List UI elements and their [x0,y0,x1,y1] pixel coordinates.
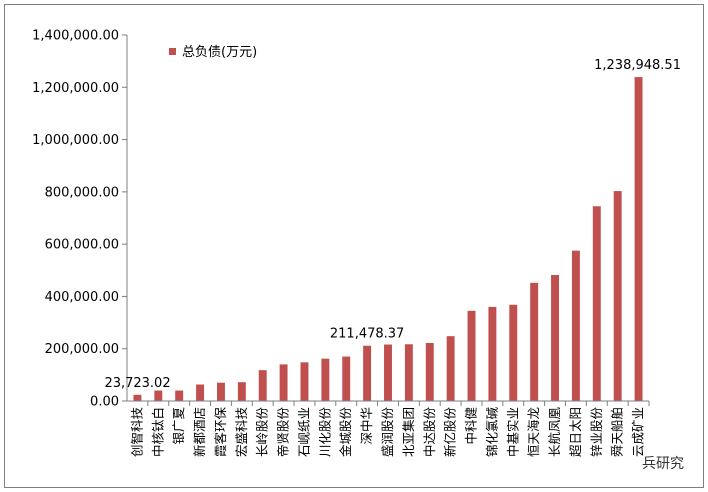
chart-frame: 0.00 200,000.00 400,000.00 600,000.00 800,00… [4,4,704,488]
bar [237,382,246,401]
legend-swatch [169,48,176,55]
bar [133,394,142,401]
x-axis: 创智科技 中核钛白 银广夏 新都酒店 霞客环保 宏盛科技 长岭股份 帝贤股份 石岘纸业 川化股份金… [127,400,650,458]
y-tick-label: 0.00 [90,395,119,410]
data-label: 211,478.37 [330,327,404,342]
y-tick-label: 1,400,000.00 [32,29,119,44]
x-tick-label: 云成矿业 [631,407,646,457]
x-tick-label: 超日太阳 [568,407,583,457]
x-tick-label: 锌业股份 [589,407,604,458]
y-axis: 0.00 200,000.00 400,000.00 600,000.00 800,00… [32,29,128,410]
x-tick-label: 锦化氯碱 [484,407,499,458]
bar [551,274,559,401]
bar [154,390,163,401]
x-tick-label: 盛润股份 [380,407,395,458]
bar [613,191,622,401]
y-tick-label: 600,000.00 [45,238,119,253]
bar [467,310,476,401]
bar [530,282,539,401]
legend: 总负债(万元) [169,45,257,60]
x-tick-label: 中达股份 [422,407,437,458]
data-labels: 23,723.02 211,478.37 1,238,948.51 [104,58,681,391]
bar [342,356,351,401]
y-tick-label: 800,000.00 [45,185,119,200]
bar [446,336,455,401]
x-tick-label: 霞客环保 [213,407,228,458]
x-tick-label: 银广夏 [171,407,186,445]
bar [258,370,267,401]
x-tick-label: 宏盛科技 [234,407,249,458]
bar [571,250,580,401]
x-tick-label: 北亚集团 [401,407,416,457]
bar [363,345,372,401]
y-tick-label: 200,000.00 [45,342,119,357]
x-tick-label: 长岭股份 [255,407,270,458]
bar [196,384,205,401]
x-tick-label: 长航凤凰 [547,407,562,458]
bar [425,342,434,401]
x-tick-label: 川化股份 [317,407,332,458]
x-tick-label: 新都酒店 [192,407,207,457]
y-tick-label: 1,000,000.00 [32,133,119,148]
x-tick-label: 中基实业 [505,407,520,457]
y-tick-label: 1,200,000.00 [32,81,119,96]
bars [133,77,643,401]
legend-label: 总负债(万元) [182,45,257,60]
x-tick-label: 新亿股份 [443,407,458,458]
bar [634,77,643,401]
data-label: 23,723.02 [104,376,170,391]
data-label: 1,238,948.51 [594,58,681,73]
bar-chart: 0.00 200,000.00 400,000.00 600,000.00 800,00… [32,29,684,473]
bar [592,206,601,401]
bar [300,362,309,401]
bar [321,358,330,401]
bar [279,364,288,401]
x-tick-label: 创智科技 [129,407,144,458]
y-tick-label: 400,000.00 [45,290,119,305]
x-tick-label: 恒天海龙 [526,407,541,457]
bar [384,344,392,401]
x-tick-label: 金城股份 [338,407,353,458]
bar [488,306,497,401]
bar [175,390,184,401]
x-tick-label: 石岘纸业 [296,407,311,457]
x-tick-label: 帝贤股份 [276,407,291,458]
x-tick-label: 中科健 [464,407,479,445]
bar [509,304,518,401]
x-tick-label: 中核钛白 [150,407,165,457]
watermark-text: 兵研究 [642,456,684,472]
bar [216,382,225,401]
bar [404,344,413,401]
x-tick-label: 深中华 [359,407,374,445]
x-tick-label: 舜天船舶 [610,407,625,457]
